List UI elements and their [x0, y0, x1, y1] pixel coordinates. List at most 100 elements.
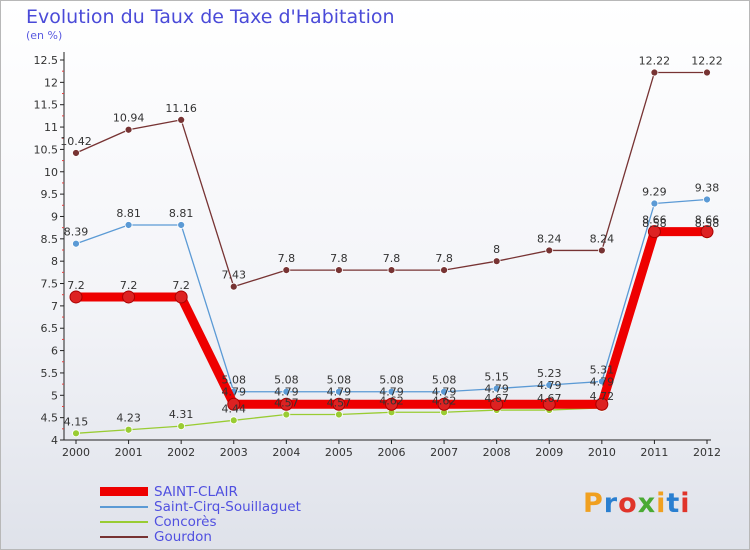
- y-tick-label: 6: [51, 345, 58, 358]
- y-tick-label: 12.5: [34, 54, 59, 67]
- data-label-saint-cirq-souillaguet: 8.39: [64, 226, 89, 239]
- legend-swatch-concor-s: [100, 520, 148, 523]
- data-point-saint-cirq-souillaguet: [177, 221, 186, 229]
- x-tick-label: 2010: [588, 446, 616, 459]
- data-point-gourdon: [229, 282, 238, 291]
- data-label-saint-clair: 7.2: [120, 279, 138, 292]
- data-point-gourdon: [72, 149, 80, 157]
- data-point-concor-s: [282, 410, 291, 419]
- data-point-gourdon: [703, 68, 711, 77]
- data-label-saint-cirq-souillaguet: 5.08: [379, 374, 404, 387]
- y-tick-label: 7.5: [41, 278, 59, 291]
- data-label-extra-saint-cirq-souillaguet: 4.79: [379, 386, 404, 399]
- legend-swatch-gourdon: [100, 535, 148, 538]
- y-tick-label: 12: [44, 76, 58, 89]
- data-point-concor-s: [177, 422, 186, 431]
- data-point-saint-cirq-souillaguet: [124, 221, 133, 229]
- data-label-saint-clair: 8.66: [695, 214, 720, 227]
- legend-label-concor-s: Concorès: [154, 513, 217, 530]
- x-tick-label: 2008: [483, 446, 511, 459]
- y-tick-label: 10.5: [34, 143, 59, 156]
- data-label-extra-saint-cirq-souillaguet: 4.79: [484, 383, 509, 396]
- data-point-saint-clair: [595, 397, 609, 411]
- data-label-extra-saint-cirq-souillaguet: 4.79: [327, 386, 352, 399]
- y-tick-label: 8.5: [41, 233, 59, 246]
- legend-label-gourdon: Gourdon: [154, 528, 212, 545]
- legend-item-concor-s: Concorès: [100, 513, 301, 530]
- data-label-gourdon: 7.8: [435, 252, 453, 265]
- data-label-saint-clair: 7.2: [172, 279, 190, 292]
- data-point-saint-cirq-souillaguet: [335, 387, 343, 396]
- y-tick-label: 5: [51, 389, 58, 402]
- data-label-saint-cirq-souillaguet: 5.08: [327, 374, 352, 387]
- legend-item-gourdon: Gourdon: [100, 528, 301, 545]
- logo-letter: t: [666, 488, 681, 519]
- legend-swatch-saint-cirq-souillaguet: [100, 505, 148, 508]
- data-label-saint-cirq-souillaguet: 5.31: [590, 363, 615, 376]
- data-label-extra-saint-cirq-souillaguet: 4.79: [590, 375, 615, 388]
- data-label-concor-s: 4.67: [484, 392, 509, 405]
- data-label-gourdon: 12.22: [691, 55, 723, 68]
- data-point-saint-clair: [174, 290, 188, 304]
- data-label-saint-cirq-souillaguet: 5.08: [432, 374, 457, 387]
- y-tick-label: 9: [51, 210, 58, 223]
- logo-letter: i: [656, 488, 667, 519]
- y-tick-label: 6.5: [41, 322, 59, 335]
- data-label-concor-s: 8.58: [642, 217, 667, 230]
- data-point-saint-cirq-souillaguet: [387, 387, 396, 396]
- x-tick-label: 2009: [535, 446, 563, 459]
- x-tick-label: 2004: [272, 446, 300, 459]
- y-tick-label: 9.5: [41, 188, 59, 201]
- data-point-saint-cirq-souillaguet: [282, 387, 291, 396]
- y-tick-label: 7: [51, 300, 58, 313]
- x-tick-label: 2003: [220, 446, 248, 459]
- y-tick-label: 8: [51, 255, 58, 268]
- data-label-extra-saint-cirq-souillaguet: 4.79: [274, 386, 299, 399]
- x-tick-label: 2007: [430, 446, 458, 459]
- x-tick-label: 2002: [167, 446, 195, 459]
- data-label-gourdon: 8: [493, 243, 500, 256]
- data-point-gourdon: [282, 266, 291, 275]
- data-point-saint-cirq-souillaguet: [650, 199, 659, 208]
- data-point-gourdon: [597, 246, 606, 255]
- data-label-gourdon: 7.43: [222, 269, 247, 282]
- data-point-saint-clair: [490, 397, 504, 411]
- data-point-gourdon: [177, 116, 186, 124]
- data-label-concor-s: 4.72: [590, 390, 615, 403]
- data-label-extra-saint-cirq-souillaguet: 4.79: [222, 386, 247, 399]
- data-label-gourdon: 7.8: [383, 252, 401, 265]
- data-label-saint-cirq-souillaguet: 9.38: [695, 181, 720, 194]
- logo-letter: o: [618, 488, 638, 519]
- data-label-concor-s: 4.57: [327, 397, 352, 410]
- data-point-saint-clair: [385, 397, 398, 411]
- data-point-concor-s: [124, 425, 133, 434]
- data-label-concor-s: 4.23: [116, 412, 141, 425]
- data-label-gourdon: 7.8: [330, 252, 348, 265]
- legend-swatch-saint-clair: [100, 487, 148, 496]
- data-point-concor-s: [72, 429, 80, 438]
- y-tick-label: 4: [51, 434, 58, 447]
- chart-title: Evolution du Taux de Taxe d'Habitation: [26, 6, 395, 28]
- data-label-gourdon: 8.24: [590, 232, 615, 245]
- x-tick-label: 2005: [325, 446, 353, 459]
- data-label-saint-cirq-souillaguet: 5.08: [274, 374, 299, 387]
- data-label-saint-clair: 7.2: [67, 279, 85, 292]
- data-label-concor-s: 8.58: [695, 217, 720, 230]
- data-label-gourdon: 10.42: [60, 135, 92, 148]
- data-point-saint-clair: [69, 290, 83, 304]
- data-label-gourdon: 11.16: [165, 102, 197, 115]
- data-point-saint-cirq-souillaguet: [492, 384, 501, 393]
- logo-letter: P: [583, 488, 604, 519]
- data-label-concor-s: 4.57: [274, 397, 299, 410]
- legend-item-saint-clair: SAINT-CLAIR: [100, 484, 301, 500]
- legend-label-saint-cirq-souillaguet: Saint-Cirq-Souillaguet: [154, 498, 301, 515]
- data-point-gourdon: [545, 246, 554, 255]
- data-point-saint-clair: [122, 290, 136, 304]
- data-label-gourdon: 10.94: [113, 112, 145, 125]
- y-tick-label: 5.5: [41, 367, 59, 380]
- data-point-gourdon: [440, 266, 448, 275]
- logo-letter: r: [603, 488, 619, 519]
- x-tick-label: 2000: [62, 446, 90, 459]
